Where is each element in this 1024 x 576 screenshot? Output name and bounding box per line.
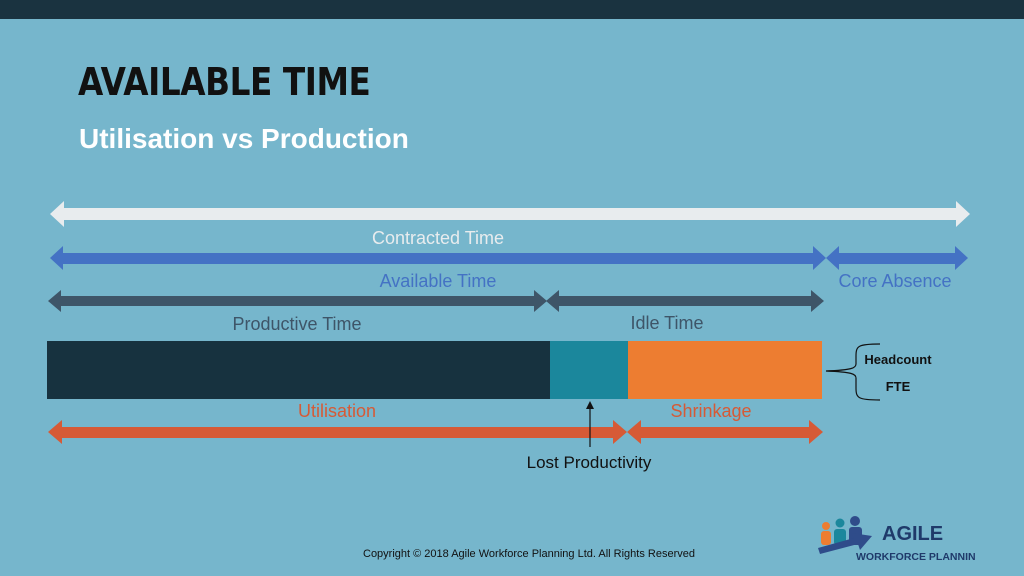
lost-productivity-block bbox=[550, 341, 628, 399]
copyright-text: Copyright © 2018 Agile Workforce Plannin… bbox=[363, 548, 695, 560]
shrinkage-block bbox=[628, 341, 822, 399]
productive-block bbox=[47, 341, 550, 399]
available-time-label: Available Time bbox=[380, 271, 497, 291]
shrinkage-arrow bbox=[627, 420, 823, 444]
logo-text-agile: AGILE bbox=[882, 523, 943, 545]
productive-time-arrow bbox=[48, 290, 547, 312]
page-subtitle: Utilisation vs Production bbox=[79, 123, 409, 154]
top-bar bbox=[0, 0, 1024, 19]
agile-workforce-planning-logo: AGILE WORKFORCE PLANNING bbox=[818, 516, 976, 563]
utilisation-label: Utilisation bbox=[298, 401, 376, 421]
lost-productivity-label: Lost Productivity bbox=[527, 453, 652, 472]
idle-time-arrow bbox=[546, 290, 824, 312]
core-absence-arrow bbox=[826, 246, 968, 270]
productive-time-label: Productive Time bbox=[232, 314, 361, 334]
lost-productivity-pointer bbox=[586, 401, 594, 447]
available-time-arrow bbox=[50, 246, 826, 270]
contracted-time-label: Contracted Time bbox=[372, 228, 504, 248]
headcount-label: Headcount bbox=[864, 352, 932, 367]
utilisation-arrow bbox=[48, 420, 627, 444]
shrinkage-label: Shrinkage bbox=[670, 401, 751, 421]
logo-text-workforce-planning: WORKFORCE PLANNING bbox=[856, 551, 976, 563]
page-title: AVAILABLE TIME bbox=[78, 60, 371, 104]
core-absence-label: Core Absence bbox=[838, 271, 951, 291]
contracted-time-arrow bbox=[50, 201, 970, 227]
headcount-brace bbox=[825, 343, 881, 401]
fte-label: FTE bbox=[886, 379, 911, 394]
people-icon bbox=[818, 516, 872, 554]
idle-time-label: Idle Time bbox=[630, 313, 703, 333]
